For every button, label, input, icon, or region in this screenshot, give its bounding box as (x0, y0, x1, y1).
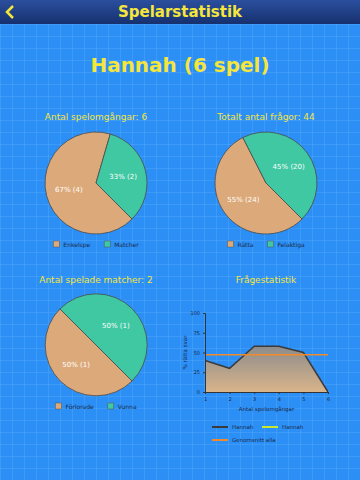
legend-swatch (53, 241, 59, 247)
legend-swatch (212, 439, 228, 441)
legend-label: Felaktiga (277, 241, 304, 249)
tick-label: 25 (194, 369, 200, 375)
pie: 55% (24) 45% (20) (215, 132, 317, 234)
legend-label: Hannah (282, 424, 304, 430)
pie: 50% (1) 50% (1) (45, 294, 147, 396)
legend: Enkelspe Matcher (53, 241, 139, 249)
chart-title: Totalt antal frågor: 44 (216, 112, 315, 122)
data-label: 50% (1) (62, 361, 90, 369)
tick: 3 (253, 392, 256, 402)
area (205, 346, 328, 392)
legend: Rätta Felaktiga (227, 241, 305, 249)
chart-pie: Antal spelomgångar: 6 67% (4) 33% (2) Enkel… (45, 112, 148, 249)
tick-mark (203, 313, 205, 314)
legend-swatch (104, 241, 110, 247)
tick: 4 (278, 392, 281, 402)
data-label: 55% (24) (227, 196, 259, 204)
line (205, 346, 328, 392)
tick-mark (279, 392, 280, 394)
legend-swatch (108, 403, 114, 409)
legend-label: Förlorade (65, 403, 94, 410)
chart-pie: Antal spelade matcher: 2 50% (1) 50% (1) Fö… (39, 275, 153, 410)
tick-mark (203, 392, 205, 393)
x-axis-title: Antal spelomgångar (239, 406, 295, 413)
legend-swatch (55, 403, 61, 409)
axis-line (203, 314, 206, 393)
tick: 25 (194, 369, 205, 375)
y-axis: 0 25 50 75 100 (190, 310, 205, 395)
legend: Förlorade Vunna (55, 403, 136, 410)
legend: Hannah Hannah Genomsnitt alla (212, 424, 304, 443)
tick: 50 (194, 350, 205, 356)
pie: 67% (4) 33% (2) (45, 132, 147, 234)
tick: 100 (190, 310, 205, 316)
data-label: 67% (4) (55, 186, 83, 194)
tick: 75 (194, 330, 205, 336)
tick: 6 (327, 392, 330, 402)
legend-label: Genomsnitt alla (232, 437, 276, 443)
tick-mark (303, 392, 304, 394)
plot-area (205, 346, 328, 392)
tick-label: 0 (197, 389, 200, 395)
tick-mark (203, 372, 205, 373)
pie-slice (60, 294, 147, 381)
legend-label: Vunna (118, 403, 137, 410)
tick-label: 50 (194, 350, 200, 356)
tick-mark (230, 392, 231, 394)
pie-slice (96, 134, 147, 219)
legend-swatch (227, 241, 233, 247)
legend-label: Rätta (237, 241, 253, 248)
chart-title: Antal spelomgångar: 6 (45, 112, 148, 122)
data-label: 50% (1) (102, 322, 130, 330)
back-button[interactable] (7, 6, 13, 18)
tick-label: 4 (278, 396, 281, 402)
chart-pie: Totalt antal frågor: 44 55% (24) 45% (20) R… (215, 112, 317, 249)
tick-label: 2 (229, 396, 232, 402)
screen: Spelarstatistik Hannah (6 spel) Antal spel… (0, 0, 360, 480)
legend-swatch (262, 426, 278, 428)
tick-mark (205, 392, 206, 394)
chart-line: Frågestatistik 0 25 50 75 100 1 2 3 4 5 6 Antal spel… (182, 275, 330, 443)
tick-label: 1 (204, 396, 207, 402)
legend-swatch (212, 426, 228, 428)
pie-slice (243, 132, 317, 219)
header-title: Spelarstatistik (118, 3, 243, 21)
data-label: 33% (2) (109, 173, 137, 181)
tick-label: 6 (327, 396, 330, 402)
tick-label: 100 (190, 310, 200, 316)
line (205, 354, 328, 356)
legend-label: Enkelspe (63, 241, 90, 249)
tick-mark (203, 333, 205, 334)
tick-mark (254, 392, 255, 394)
axis-line (206, 393, 329, 395)
chart-title: Antal spelade matcher: 2 (39, 275, 153, 285)
background (0, 0, 360, 480)
tick-label: 3 (253, 396, 256, 402)
tick-mark (328, 392, 329, 394)
player-title: Hannah (6 spel) (90, 53, 269, 77)
tick: 1 (204, 392, 207, 402)
tick: 0 (197, 389, 205, 395)
tick: 2 (229, 392, 232, 402)
data-label: 45% (20) (273, 163, 305, 171)
tick-label: 75 (194, 330, 200, 336)
header: Spelarstatistik (0, 0, 360, 24)
x-axis: 1 2 3 4 5 6 (204, 392, 330, 402)
tick-mark (203, 353, 205, 354)
legend-swatch (267, 241, 273, 247)
legend-label: Hannah (232, 424, 254, 430)
chart-title: Frågestatistik (236, 275, 297, 285)
legend-label: Matcher (114, 241, 139, 248)
header-bar (0, 0, 360, 24)
y-axis-title: % rätta svar (182, 335, 188, 370)
tick: 5 (302, 392, 305, 402)
tick-label: 5 (302, 396, 305, 402)
